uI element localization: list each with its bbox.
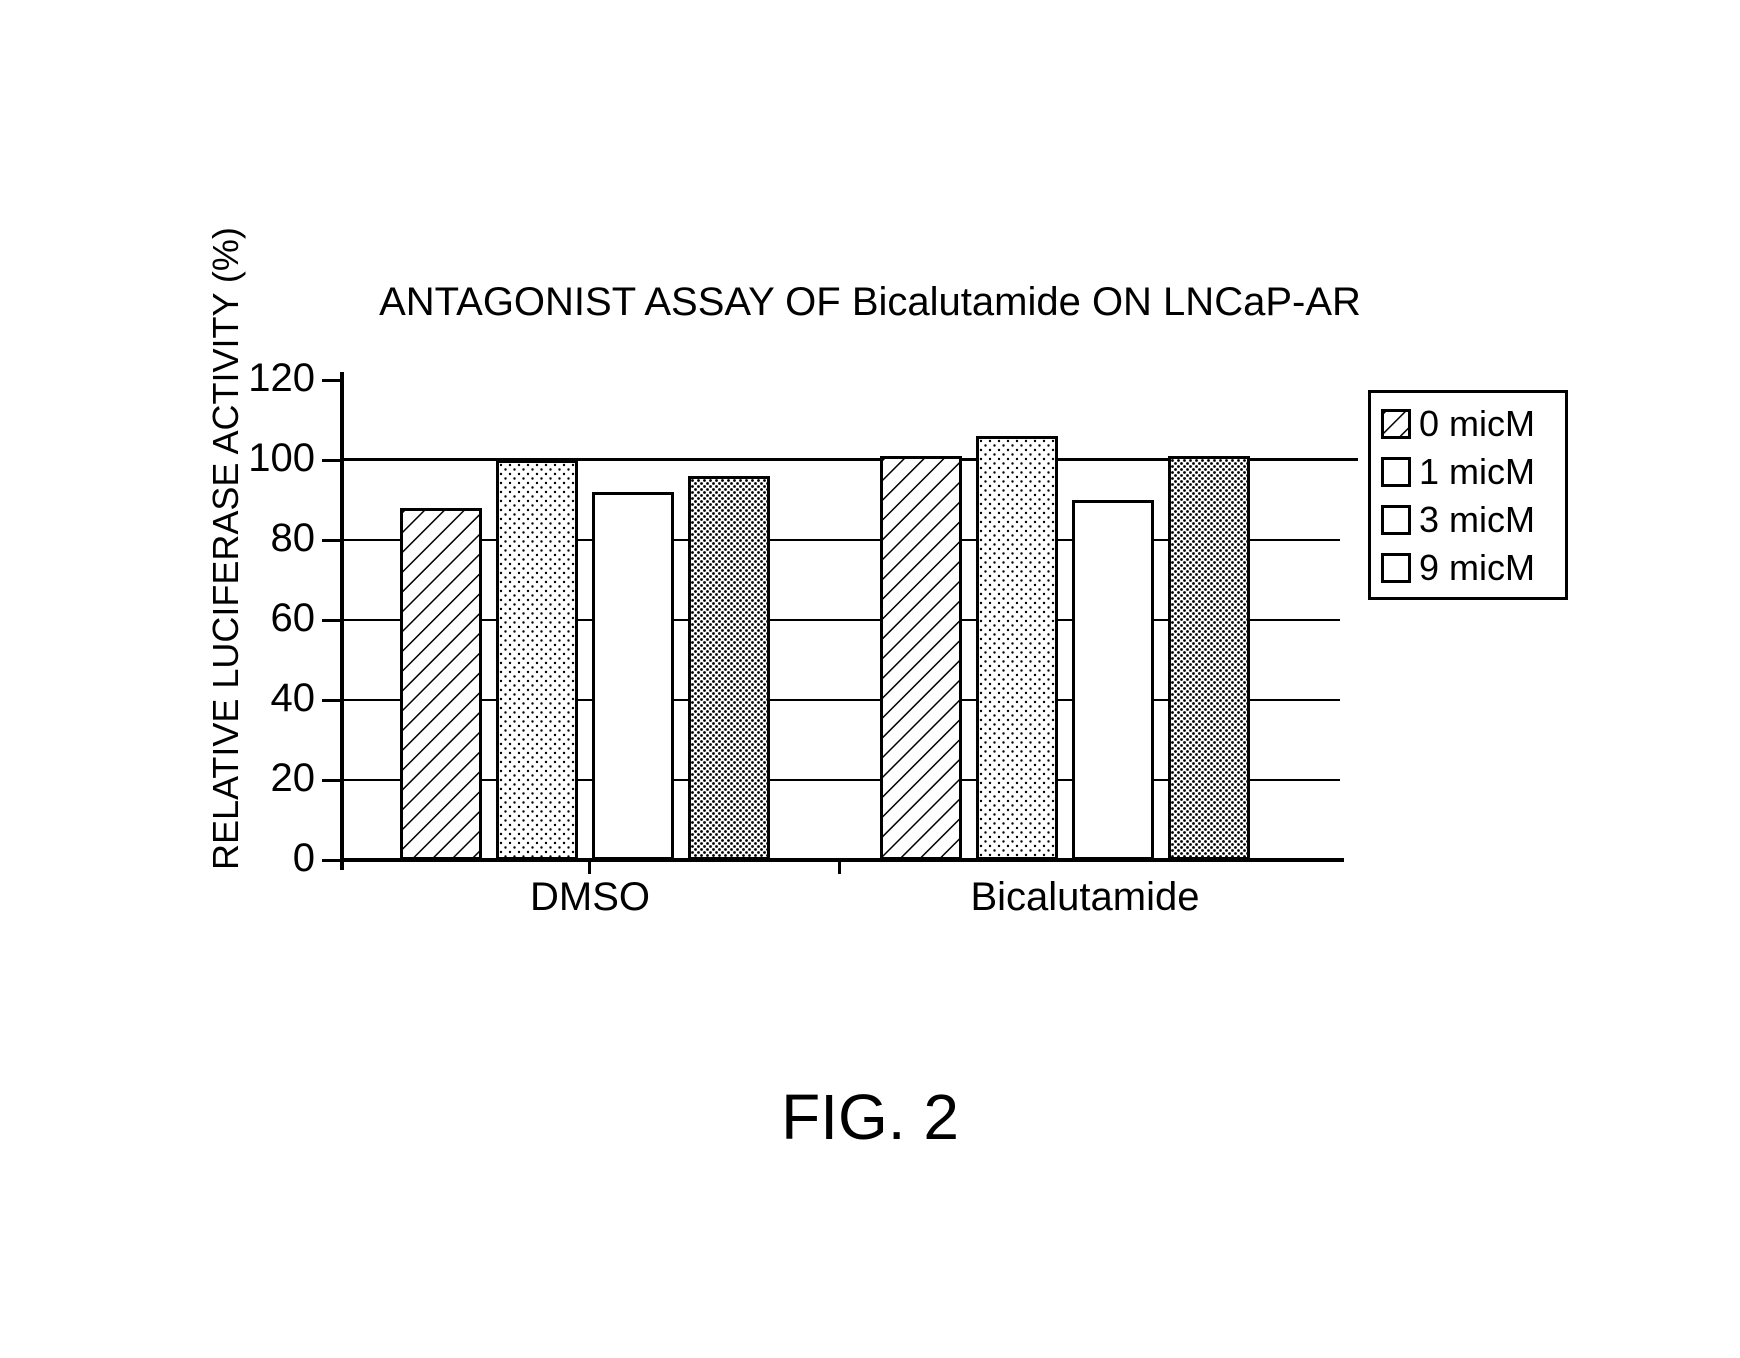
y-tick-label: 0: [230, 836, 315, 881]
y-tick-label: 20: [230, 756, 315, 801]
y-tick-label: 120: [230, 356, 315, 401]
y-tick-label: 60: [230, 596, 315, 641]
page: ANTAGONIST ASSAY OF Bicalutamide ON LNCa…: [0, 0, 1740, 1358]
legend-label: 1 micM: [1419, 451, 1535, 493]
y-tick: [322, 539, 340, 542]
y-tick: [322, 699, 340, 702]
legend-swatch-blank: [1381, 553, 1411, 583]
y-tick-label: 100: [230, 436, 315, 481]
legend-label: 3 micM: [1419, 499, 1535, 541]
legend-label: 0 micM: [1419, 403, 1535, 445]
legend-item: 1 micM: [1381, 451, 1535, 493]
y-tick: [322, 859, 340, 862]
y-tick: [322, 779, 340, 782]
y-tick-label: 40: [230, 676, 315, 721]
legend-label: 9 micM: [1419, 547, 1535, 589]
legend-item: 3 micM: [1381, 499, 1535, 541]
y-tick-label: 80: [230, 516, 315, 561]
legend-item: 9 micM: [1381, 547, 1535, 589]
legend-item: 0 micM: [1381, 403, 1535, 445]
legend-swatch-blank: [1381, 505, 1411, 535]
legend-swatch-hatch: [1381, 409, 1411, 439]
y-tick: [322, 619, 340, 622]
y-tick: [322, 459, 340, 462]
legend: 0 micM 1 micM 3 micM 9 micM: [1368, 390, 1568, 600]
y-tick: [322, 379, 340, 382]
yticks-layer: 0 20 40 60 80 100 120: [0, 0, 1740, 1358]
legend-swatch-blank: [1381, 457, 1411, 487]
